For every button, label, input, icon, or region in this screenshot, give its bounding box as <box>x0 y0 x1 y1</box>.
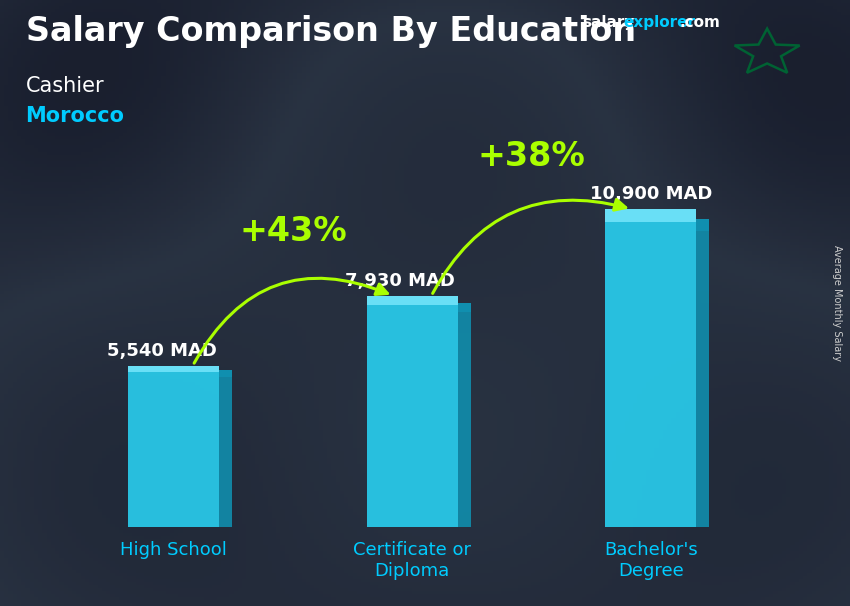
FancyBboxPatch shape <box>128 365 219 527</box>
Text: Morocco: Morocco <box>26 106 124 126</box>
FancyBboxPatch shape <box>605 209 696 527</box>
Text: explorer: explorer <box>623 15 695 30</box>
FancyBboxPatch shape <box>696 219 709 527</box>
FancyBboxPatch shape <box>457 303 471 527</box>
FancyBboxPatch shape <box>696 219 709 231</box>
Text: +43%: +43% <box>239 215 347 248</box>
FancyBboxPatch shape <box>219 370 232 377</box>
FancyBboxPatch shape <box>457 303 471 311</box>
Text: 7,930 MAD: 7,930 MAD <box>345 272 456 290</box>
Text: +38%: +38% <box>478 140 586 173</box>
Text: 5,540 MAD: 5,540 MAD <box>107 342 217 360</box>
FancyBboxPatch shape <box>367 296 457 527</box>
Text: Cashier: Cashier <box>26 76 104 96</box>
Text: .com: .com <box>679 15 720 30</box>
FancyBboxPatch shape <box>605 209 696 222</box>
Text: salary: salary <box>582 15 635 30</box>
Text: 10,900 MAD: 10,900 MAD <box>590 185 712 204</box>
Text: Salary Comparison By Education: Salary Comparison By Education <box>26 15 636 48</box>
FancyBboxPatch shape <box>128 365 219 372</box>
FancyBboxPatch shape <box>367 296 457 305</box>
Text: Average Monthly Salary: Average Monthly Salary <box>832 245 842 361</box>
FancyBboxPatch shape <box>219 370 232 527</box>
